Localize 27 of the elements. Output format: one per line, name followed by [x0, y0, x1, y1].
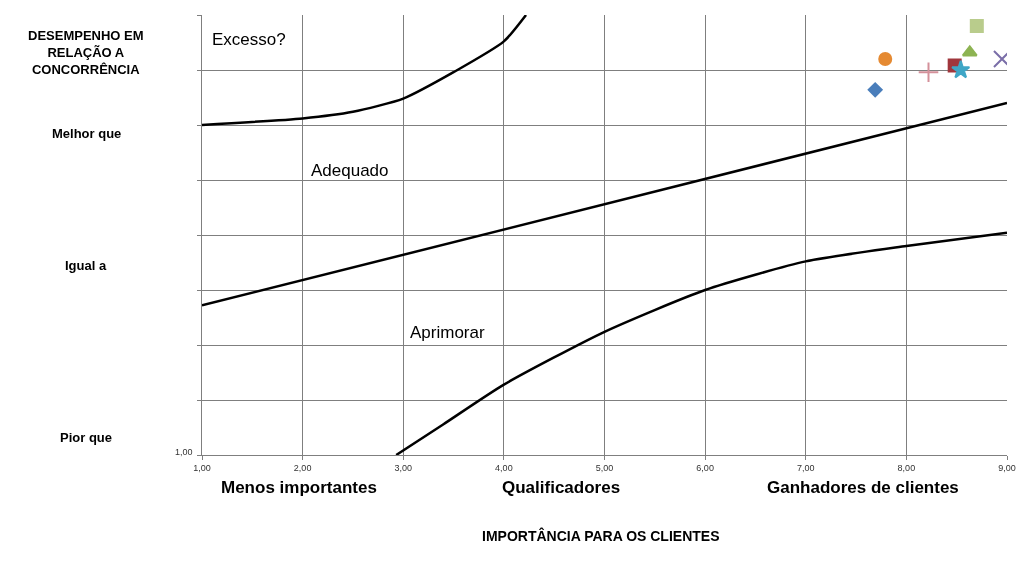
x-axis-title: IMPORTÂNCIA PARA OS CLIENTES — [482, 527, 720, 544]
point — [878, 52, 893, 66]
text: Ganhadores de clientes — [767, 478, 959, 497]
x-tick-label: 1,00 — [193, 462, 211, 473]
x-tick-label: 5,00 — [595, 462, 614, 473]
y-axis-title: DESEMPENHO EM RELAÇÃO A CONCORRÊNCIA — [28, 28, 144, 77]
x-tick-label: 3,00 — [394, 462, 413, 473]
text: Pior que — [60, 430, 113, 445]
point — [867, 82, 883, 98]
x-tick-label: 9,00 — [998, 462, 1016, 473]
x-tick-label: 8,00 — [897, 462, 916, 473]
x-tick-label: 2,00 — [293, 462, 312, 473]
point — [961, 45, 978, 57]
text: Menos importantes — [221, 478, 377, 497]
annotation: Excesso? — [212, 30, 286, 49]
text: Melhor que — [52, 126, 122, 141]
annotation: Aprimorar — [410, 323, 485, 342]
point — [969, 19, 984, 33]
text: 1,00 — [175, 447, 193, 457]
point — [917, 61, 940, 83]
text: Igual a — [65, 258, 107, 273]
x-tick-label: 4,00 — [495, 462, 513, 473]
annotation: Adequado — [311, 161, 389, 180]
text: Qualificadores — [502, 478, 621, 497]
point — [951, 59, 971, 79]
x-tick-label: 6,00 — [696, 462, 714, 473]
x-tick-label: 7,00 — [796, 462, 815, 473]
